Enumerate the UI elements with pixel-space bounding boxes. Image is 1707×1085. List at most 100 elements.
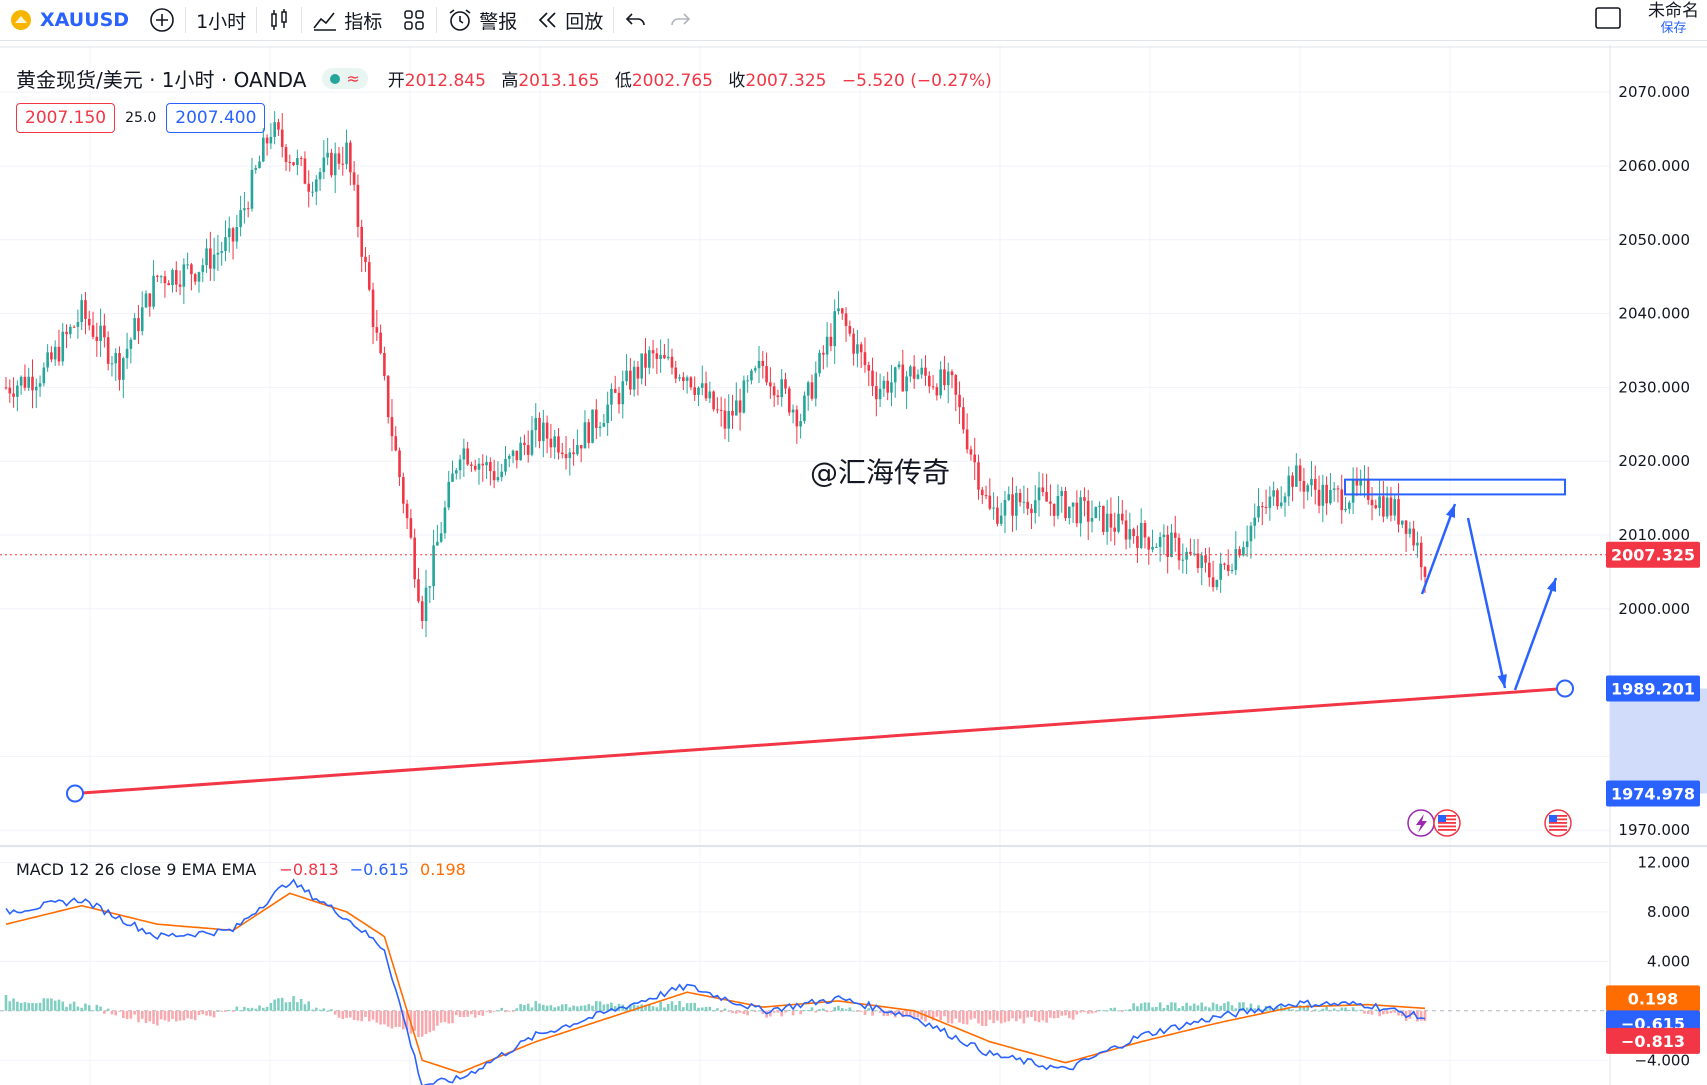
redo-button[interactable]: [658, 0, 702, 40]
candle-body: [1370, 499, 1374, 506]
candle-body: [560, 452, 564, 455]
save-label: 保存: [1660, 21, 1687, 36]
alerts-button[interactable]: 警报: [437, 0, 527, 40]
candle-body: [1060, 491, 1064, 497]
candle-body: [186, 264, 189, 266]
candle-body: [753, 368, 757, 371]
macd-hist-bar: [534, 1001, 538, 1011]
macd-hist-bar: [1351, 1007, 1355, 1011]
lower-level-tag-text: 1974.978: [1611, 784, 1695, 803]
macd-hist-bar: [1018, 1010, 1022, 1019]
candle-body: [27, 376, 31, 388]
macd-hist-bar: [269, 1003, 273, 1011]
candle-body: [962, 407, 965, 430]
candle-body: [504, 458, 507, 472]
macd-hist-bar: [655, 1007, 659, 1011]
candle-body: [137, 318, 140, 332]
macd-hist-bar: [1223, 1003, 1226, 1011]
macd-hist-bar: [110, 1010, 114, 1015]
macd-hist-bar: [466, 1010, 469, 1017]
macd-hist-bar: [235, 1006, 239, 1011]
candle-body: [326, 152, 329, 158]
candle-body: [1382, 496, 1385, 517]
replay-button[interactable]: 回放: [527, 0, 613, 40]
undo-button[interactable]: [614, 0, 658, 40]
candle-body: [958, 394, 961, 408]
macd-hist-bar: [557, 1006, 560, 1011]
macd-hist-bar: [958, 1010, 961, 1023]
macd-hist-bar: [977, 1010, 980, 1024]
candle-body: [1264, 506, 1268, 508]
macd-hist-tag-text: −0.813: [1621, 1032, 1685, 1051]
chart-title[interactable]: 黄金现货/美元 · 1小时 · OANDA: [16, 68, 307, 92]
macd-hist-bar: [818, 1009, 821, 1011]
candle-body: [1056, 496, 1060, 516]
macd-hist-bar: [738, 1010, 742, 1013]
macd-hist-bar: [1049, 1010, 1052, 1018]
candle-body: [617, 392, 621, 405]
candle-body: [939, 369, 942, 396]
macd-title[interactable]: MACD 12 26 close 9 EMA EMA: [16, 860, 257, 879]
macd-signal-tag-text: 0.198: [1628, 989, 1679, 1008]
candle-body: [943, 369, 946, 386]
macd-hist-bar: [980, 1010, 984, 1026]
macd-hist-bar: [439, 1010, 443, 1023]
macd-hist-bar: [579, 1005, 583, 1011]
candle-body: [386, 375, 390, 418]
candle-body: [318, 172, 322, 180]
candle-body: [122, 358, 125, 380]
macd-hist-bar: [1363, 1010, 1366, 1014]
macd-hist-bar: [735, 1010, 738, 1014]
candle-body: [288, 161, 292, 163]
price-tick-label: 2070.000: [1618, 83, 1690, 101]
candle-body: [1223, 563, 1226, 565]
macd-hist-bar: [114, 1010, 118, 1016]
toolbar-divider: [301, 7, 303, 33]
macd-hist-bar: [186, 1010, 189, 1019]
candle-body: [19, 376, 23, 386]
candle-body: [852, 333, 855, 354]
candle-body: [1242, 547, 1245, 556]
candle-body: [307, 183, 311, 192]
macd-hist-bar: [886, 1010, 889, 1017]
candle-body: [587, 422, 591, 443]
macd-hist-bar: [129, 1010, 133, 1019]
macd-hist-bar: [799, 1010, 802, 1015]
macd-hist-bar: [746, 1010, 749, 1016]
candle-body: [296, 158, 299, 166]
macd-hist-bar: [1139, 1003, 1143, 1011]
macd-hist-bar: [542, 1004, 545, 1011]
interval-button[interactable]: 1小时: [196, 10, 247, 33]
sell-price-button[interactable]: 2007.150: [16, 103, 116, 133]
candle-body: [1147, 537, 1151, 550]
candle-body: [273, 122, 276, 137]
buy-price-button[interactable]: 2007.400: [166, 103, 266, 133]
templates-button[interactable]: [392, 0, 436, 40]
candle-body: [1397, 499, 1400, 525]
candle-body: [598, 426, 602, 428]
chart-type-button[interactable]: [257, 0, 301, 40]
macd-hist-bar: [492, 1010, 496, 1012]
flag-stripe: [1549, 825, 1567, 828]
symbol-search[interactable]: XAUUSD: [0, 0, 139, 40]
candle-body: [371, 289, 375, 328]
candle-body: [140, 307, 144, 332]
macd-hist-bar: [402, 1010, 405, 1030]
macd-hist-bar: [220, 1010, 223, 1012]
macd-hist-bar: [1404, 1010, 1408, 1021]
market-status-pill[interactable]: ≈: [322, 68, 368, 89]
compare-button[interactable]: [139, 0, 185, 40]
candle-body: [163, 276, 167, 284]
indicators-button[interactable]: 指标: [302, 0, 392, 40]
macd-hist-bar: [375, 1010, 379, 1023]
macd-hist-bar: [719, 1010, 723, 1013]
fullscreen-button[interactable]: [1594, 5, 1622, 35]
macd-hist-bar: [1374, 1009, 1378, 1011]
candle-body: [125, 348, 129, 359]
macd-hist-bar: [595, 1000, 598, 1011]
layout-name-button[interactable]: 未命名 保存: [1648, 3, 1699, 37]
candle-body: [969, 449, 973, 455]
macd-hist-bar: [156, 1010, 159, 1026]
macd-hist-bar: [1147, 1002, 1151, 1011]
